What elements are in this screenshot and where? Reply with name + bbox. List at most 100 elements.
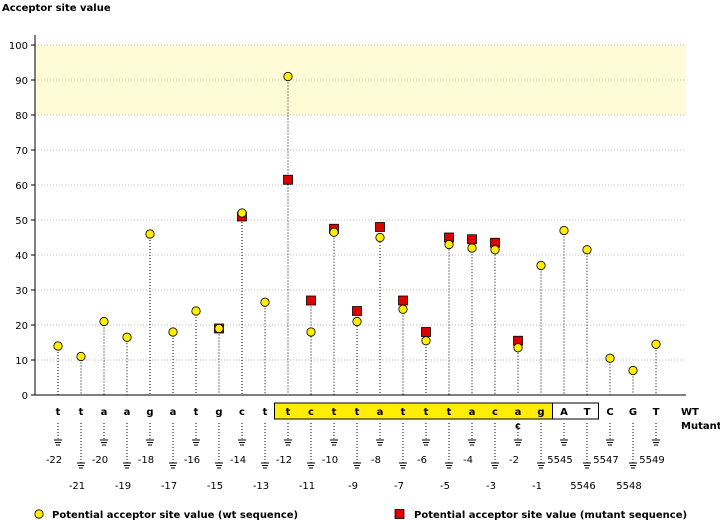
base-label: t [401, 407, 406, 418]
position-index-label: -3 [486, 481, 496, 492]
position-index-label: -18 [138, 455, 154, 466]
y-tick-label: 80 [15, 111, 28, 122]
y-tick-label: 20 [15, 321, 28, 332]
y-axis-title: Acceptor site value [2, 3, 111, 14]
base-label: t [424, 407, 429, 418]
wt-point [76, 351, 86, 362]
position-index-label: -1 [532, 481, 542, 492]
base-label: a [101, 407, 108, 418]
y-tick-label: 10 [15, 356, 28, 367]
wt-point [352, 316, 362, 327]
base-label: T [653, 407, 660, 418]
position-index-label: -21 [69, 481, 85, 492]
position-index-label: -14 [230, 455, 246, 466]
base-label: c [492, 407, 498, 418]
mutant-point [421, 327, 431, 337]
base-label: t [332, 407, 337, 418]
position-index-label: -4 [463, 455, 473, 466]
mutant-point [352, 306, 362, 316]
y-tick-label: 40 [15, 251, 28, 262]
position-index-label: -12 [276, 455, 292, 466]
base-label: c [239, 407, 245, 418]
position-index-label: 5546 [570, 481, 595, 492]
wt-point [559, 225, 569, 236]
legend-wt-symbol [34, 509, 44, 519]
base-label: a [377, 407, 384, 418]
mutant-point [283, 174, 293, 185]
position-index-label: 5549 [639, 455, 664, 466]
base-label: t [79, 407, 84, 418]
wt-point [283, 71, 293, 82]
legend-mutant-symbol [394, 509, 405, 519]
base-label: t [263, 407, 268, 418]
position-index-label: -17 [161, 481, 177, 492]
wt-point [421, 336, 431, 346]
mutant-row-label: Mutant [681, 421, 720, 432]
position-index-label: -20 [92, 455, 108, 466]
wt-point [191, 306, 201, 316]
wt-row-label: WT [681, 407, 699, 418]
base-label: g [215, 407, 222, 418]
base-label: t [447, 407, 452, 418]
position-index-label: -11 [299, 481, 315, 492]
base-label: T [584, 407, 591, 418]
base-label: a [170, 407, 177, 418]
base-label: g [537, 407, 544, 418]
y-tick-label: 0 [22, 391, 28, 402]
wt-point [53, 341, 63, 351]
base-label: g [146, 407, 153, 418]
intron-sequence-box [274, 402, 553, 420]
position-index-label: -13 [253, 481, 269, 492]
base-label: c [308, 407, 314, 418]
wt-point [651, 339, 661, 349]
position-index-label: 5548 [616, 481, 641, 492]
legend-mutant-label: Potential acceptor site value (mutant se… [414, 510, 687, 520]
y-tick-label: 50 [15, 216, 28, 227]
wt-point [99, 316, 109, 327]
mutant-point [306, 295, 316, 306]
position-index-label: -15 [207, 481, 223, 492]
base-label: t [194, 407, 199, 418]
wt-point [467, 243, 477, 253]
position-index-label: -9 [348, 481, 358, 492]
wt-point [628, 365, 638, 376]
y-tick-label: 60 [15, 181, 28, 192]
base-label: a [515, 407, 522, 418]
base-label: G [629, 407, 637, 418]
position-index-label: -10 [322, 455, 338, 466]
base-label: t [286, 407, 291, 418]
base-label: a [124, 407, 131, 418]
wt-point [536, 260, 546, 271]
position-index-label: 5545 [547, 455, 572, 466]
position-index-label: -2 [509, 455, 519, 466]
wt-point [329, 227, 339, 237]
mutant-point [467, 234, 477, 245]
position-index-label: -22 [46, 455, 62, 466]
base-label: A [560, 407, 568, 418]
mutant-point [398, 295, 408, 306]
base-label: t [56, 407, 61, 418]
mutant-point [375, 222, 385, 232]
position-index-label: -7 [394, 481, 404, 492]
exon-sequence-box [552, 402, 599, 420]
wt-point [168, 327, 178, 337]
wt-point [490, 245, 500, 255]
legend-wt-label: Potential acceptor site value (wt sequen… [52, 510, 298, 520]
wt-point [398, 304, 408, 314]
base-label: C [606, 407, 613, 418]
y-tick-label: 30 [15, 286, 28, 297]
wt-point [444, 239, 454, 250]
wt-point [605, 353, 615, 363]
wt-point [306, 327, 316, 337]
position-index-label: -16 [184, 455, 200, 466]
wt-point [513, 343, 523, 353]
y-tick-label: 90 [15, 76, 28, 87]
position-index-label: -6 [417, 455, 427, 466]
highlight-band [35, 45, 686, 115]
wt-point [145, 229, 155, 239]
position-index-label: -8 [371, 455, 381, 466]
y-tick-label: 70 [15, 146, 28, 157]
base-label: a [469, 407, 476, 418]
wt-point [122, 332, 132, 342]
